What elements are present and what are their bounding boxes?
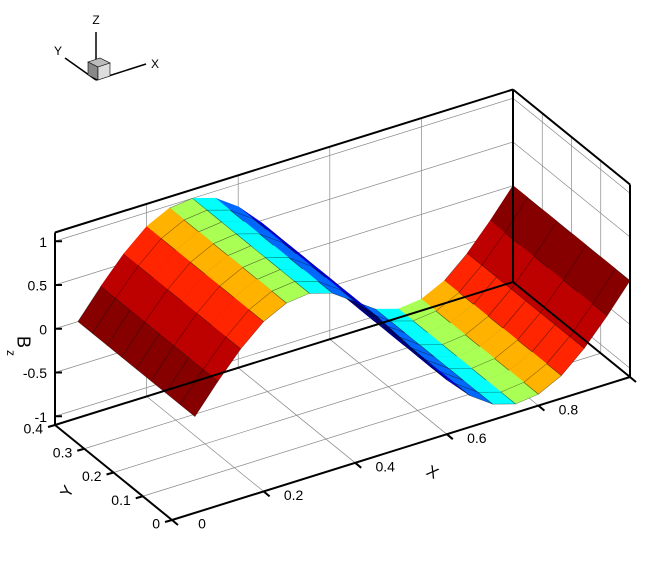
z-axis-label-sub: z [4, 350, 18, 356]
y-tick [106, 471, 114, 476]
y-tick [47, 424, 56, 428]
y-tick-label: 0.1 [111, 492, 131, 508]
surface-patch [250, 245, 290, 259]
x-tick [537, 404, 546, 412]
y-tick [76, 447, 85, 452]
y-tick-label: 0.4 [24, 421, 44, 437]
x-tick-label: 0.4 [375, 459, 395, 475]
triad-x-label: X [151, 57, 159, 71]
surface-patch [409, 346, 448, 381]
y-tick-label: 0 [152, 516, 160, 532]
x-tick [354, 462, 362, 469]
y-tick-label: 0.3 [53, 444, 73, 460]
grid-line [512, 141, 631, 238]
x-tick-label: 0.8 [559, 401, 579, 417]
x-tick [446, 433, 454, 440]
grid-line [54, 97, 514, 242]
x-tick [629, 376, 637, 383]
surface-patch [179, 369, 219, 418]
box-edge [512, 281, 631, 378]
z-tick-label: 0 [39, 321, 47, 337]
z-axis-label-base: B [13, 336, 33, 348]
axis-triad: Z X Y [54, 13, 159, 81]
x-tick [262, 490, 271, 498]
box-edge [54, 281, 514, 426]
y-tick-label: 0.2 [82, 468, 102, 484]
z-tick-label: 0.5 [28, 278, 48, 294]
z-tick-label: -1 [35, 409, 48, 425]
surface [77, 185, 631, 418]
x-tick [171, 519, 179, 526]
z-tick-label: 1 [39, 234, 47, 250]
triad-cube-front [97, 62, 111, 81]
z-axis-label: B z [4, 336, 33, 356]
axes: 00.20.40.60.8100.10.20.30.4-1-0.500.51 [23, 88, 637, 532]
x-tick-label: 0.6 [467, 430, 487, 446]
y-tick [135, 495, 144, 500]
x-axis-label: X [423, 463, 441, 483]
triad-y-label: Y [54, 44, 62, 58]
y-tick [164, 519, 173, 523]
box-edge [54, 88, 514, 234]
box-edge [171, 376, 631, 521]
surface-patch [386, 326, 425, 360]
surface-patch [340, 289, 379, 318]
y-axis-label: Y [58, 483, 78, 501]
z-tick-label: -0.5 [23, 365, 47, 381]
box-edge [512, 88, 631, 186]
x-tick-label: 0 [198, 516, 206, 532]
x-tick-label: 0.2 [284, 487, 304, 503]
grid-line [512, 97, 631, 194]
triad-z-label: Z [92, 13, 99, 27]
surface-patch [431, 367, 470, 396]
